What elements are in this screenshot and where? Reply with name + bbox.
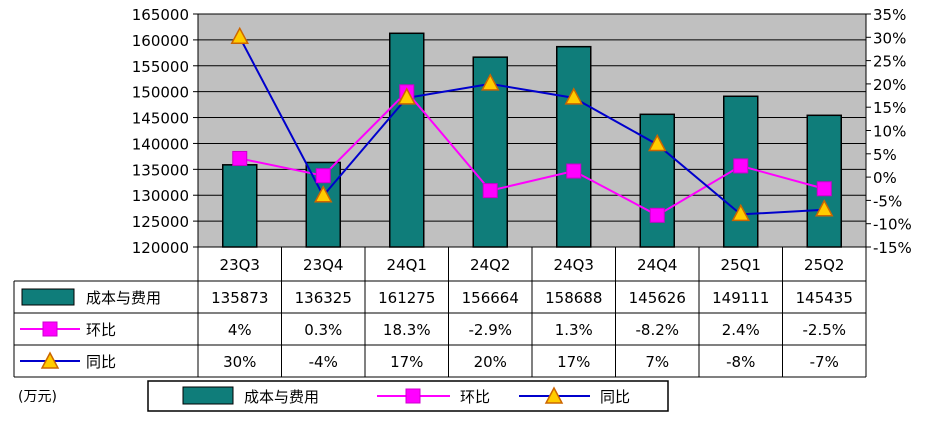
table-cell: 17% — [390, 353, 423, 371]
left-tick-label: 120000 — [132, 239, 189, 257]
left-tick-label: 145000 — [132, 110, 189, 128]
category-label: 24Q1 — [387, 256, 427, 274]
right-tick-label: 25% — [873, 53, 906, 71]
unit-label: (万元) — [18, 389, 57, 405]
table-cell: 17% — [557, 353, 590, 371]
bar — [389, 32, 425, 248]
qoq-point — [816, 181, 832, 197]
qoq-point — [649, 207, 665, 223]
left-tick-label: 130000 — [132, 187, 189, 205]
legend: 成本与费用 环比 同比 — [147, 380, 669, 412]
left-tick-label: 155000 — [132, 58, 189, 76]
series-line — [239, 90, 825, 217]
series-line — [238, 36, 825, 216]
table-cell: -2.5% — [802, 321, 846, 339]
table-cell: 149111 — [712, 289, 769, 307]
qoq-point — [733, 158, 749, 174]
right-tick-label: 15% — [873, 99, 906, 117]
table-cell: 1.3% — [555, 321, 593, 339]
row-key-marker — [42, 321, 58, 337]
table-cell: -7% — [810, 353, 839, 371]
table-cell: 2.4% — [722, 321, 760, 339]
right-tick-label: 5% — [873, 146, 897, 164]
table-cell: 156664 — [462, 289, 519, 307]
category-label: 23Q4 — [303, 256, 343, 274]
category-label: 25Q1 — [721, 256, 761, 274]
row-header: 成本与费用 — [86, 289, 161, 307]
right-tick-label: 30% — [873, 29, 906, 47]
left-axis: 120000 125000 130000 135000 140000 145000 1500… — [132, 6, 198, 257]
legend-label-cost: 成本与费用 — [244, 388, 319, 406]
bar — [222, 164, 258, 248]
right-tick-label: -5% — [873, 192, 902, 210]
right-tick-label: -10% — [873, 216, 912, 234]
qoq-point — [482, 183, 498, 199]
table-cell: 30% — [223, 353, 256, 371]
bar — [806, 114, 842, 248]
right-tick-label: 20% — [873, 76, 906, 94]
left-tick-label: 160000 — [132, 32, 189, 50]
legend-label-qoq: 环比 — [460, 388, 490, 406]
left-tick-label: 135000 — [132, 161, 189, 179]
data-table: 23Q3 23Q4 24Q1 24Q2 24Q3 24Q4 25Q1 25Q2 135873 13… — [13, 247, 867, 378]
table-cell: 158688 — [545, 289, 602, 307]
category-label: 25Q2 — [804, 256, 844, 274]
row-header: 同比 — [86, 353, 116, 371]
left-tick-label: 125000 — [132, 213, 189, 231]
category-label: 24Q4 — [637, 256, 677, 274]
legend-label-yoy: 同比 — [600, 388, 630, 406]
category-label: 23Q3 — [220, 256, 260, 274]
table-cell: 20% — [474, 353, 507, 371]
table-cell: 161275 — [378, 289, 435, 307]
table-cell: 0.3% — [304, 321, 342, 339]
right-axis: -15% -10% -5% 0% 5% 10% 15% 20% 25% 30% 35% — [866, 6, 912, 257]
qoq-point — [566, 163, 582, 179]
left-tick-label: 140000 — [132, 135, 189, 153]
table-cell: 7% — [645, 353, 669, 371]
qoq-point — [232, 150, 248, 166]
table-cell: 145435 — [796, 289, 853, 307]
row-header: 环比 — [86, 321, 116, 339]
category-label: 24Q3 — [554, 256, 594, 274]
bar — [556, 45, 592, 248]
qoq-point — [315, 168, 331, 184]
right-tick-label: -15% — [873, 239, 912, 257]
right-tick-label: 10% — [873, 123, 906, 141]
category-label: 24Q2 — [470, 256, 510, 274]
table-cell: 18.3% — [383, 321, 431, 339]
right-tick-label: 35% — [873, 6, 906, 24]
right-tick-label: 0% — [873, 169, 897, 187]
table-cell: 136325 — [295, 289, 352, 307]
table-cell: -8% — [726, 353, 755, 371]
left-tick-label: 150000 — [132, 84, 189, 102]
legend-square-icon — [405, 388, 421, 404]
left-tick-label: 165000 — [132, 6, 189, 24]
table-cell: -2.9% — [468, 321, 512, 339]
table-cell: 145626 — [629, 289, 686, 307]
table-cell: 4% — [228, 321, 252, 339]
row-key-bar — [21, 288, 75, 306]
line-series — [231, 27, 833, 223]
legend-bar-swatch — [182, 386, 234, 405]
table-cell: -4% — [309, 353, 338, 371]
table-cell: -8.2% — [635, 321, 679, 339]
table-cell: 135873 — [211, 289, 268, 307]
